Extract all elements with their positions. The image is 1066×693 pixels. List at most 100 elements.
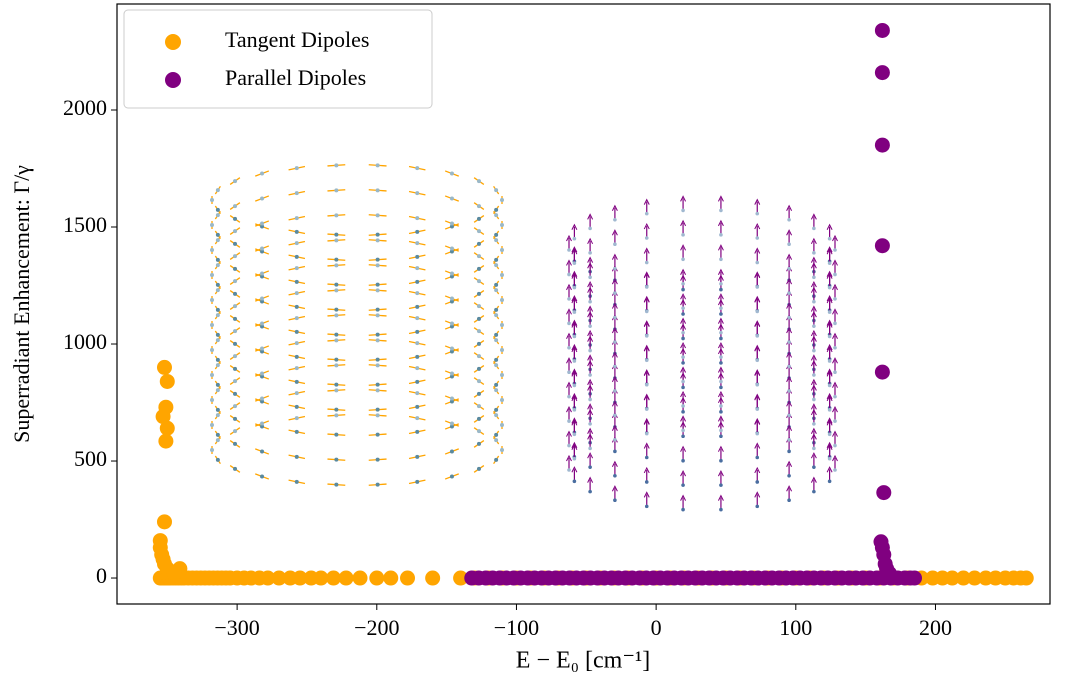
dipole-head (826, 248, 833, 255)
dipole-head (643, 394, 650, 401)
dipole-head (754, 394, 761, 401)
dipole-head (786, 460, 793, 468)
dipole-site (833, 248, 837, 252)
dipole-site (375, 307, 380, 312)
legend-box (123, 9, 433, 109)
dipole-head (680, 268, 687, 275)
dipole-site (294, 241, 299, 246)
dipole-site (500, 198, 504, 202)
dipole-head (810, 335, 817, 342)
dipole-head (717, 195, 724, 202)
dipole-head (826, 296, 833, 304)
dipole-head (832, 283, 838, 291)
dipole-site (215, 338, 220, 343)
dipole-site (415, 416, 420, 421)
dipole-site (233, 429, 238, 434)
y-tick-label: 500 (74, 446, 107, 471)
dipole-site (449, 474, 454, 479)
dipole-head (571, 272, 578, 279)
dipole-site (215, 238, 220, 243)
point (313, 570, 329, 586)
dipole-head (826, 419, 833, 426)
dipole-site (494, 188, 499, 193)
dipole-site (415, 166, 420, 171)
dipole-site (681, 336, 685, 341)
dipole-head (571, 319, 578, 326)
dipole-site (494, 338, 499, 343)
y-tick-label: 1500 (63, 212, 107, 237)
dipole-site (210, 198, 214, 202)
dipole-site (375, 332, 380, 337)
dipole-site (588, 373, 592, 377)
dipole-site (476, 241, 481, 246)
dipole-site (827, 408, 832, 412)
dipole-head (643, 442, 650, 449)
dipole-site (572, 285, 577, 290)
dipole-site (334, 388, 339, 393)
dipole-site (644, 285, 649, 289)
dipole-site (644, 211, 649, 216)
dipole-head (680, 390, 687, 398)
dipole-site (812, 226, 816, 231)
dipole-site (215, 213, 220, 218)
dipole-site (812, 299, 816, 304)
dipole-site (500, 223, 504, 227)
dipole-site (294, 391, 299, 396)
dipole-site (476, 204, 481, 209)
dipole-site (210, 273, 214, 277)
dipole-site (494, 282, 499, 287)
dipole-head (826, 466, 833, 473)
dipole-site (500, 248, 504, 252)
dipole-head (680, 366, 687, 373)
dipole-head (754, 320, 761, 328)
dipole-site (494, 213, 499, 218)
plot-frame (116, 3, 1051, 605)
dipole-site (719, 483, 723, 487)
dipole-site (334, 313, 339, 318)
dipole-site (210, 423, 214, 427)
dipole-head (717, 494, 724, 501)
point (271, 570, 287, 586)
dipole-site (260, 371, 265, 376)
dipole-head (611, 351, 618, 358)
dipole-head (754, 466, 761, 474)
dipole-site (294, 329, 299, 334)
dipole-head (680, 470, 687, 477)
dipole-site (334, 188, 339, 193)
dipole-site (294, 279, 299, 284)
point (352, 570, 368, 586)
dipole-site (500, 373, 504, 377)
point (159, 420, 175, 436)
dipole-head (810, 354, 817, 361)
dipole-head (826, 321, 833, 328)
dipole-site (681, 233, 685, 237)
dipole-site (233, 416, 238, 421)
dipole-site (833, 394, 837, 399)
dipole-site (210, 323, 214, 327)
dipole-head (680, 341, 687, 349)
dipole-site (787, 217, 791, 222)
dipole-site (719, 379, 723, 384)
dipole-head (786, 351, 793, 358)
dipole-site (681, 507, 685, 512)
dipole-site (415, 304, 420, 309)
dipole-site (334, 432, 339, 437)
dipole-site (233, 304, 238, 309)
dipole-site (572, 383, 577, 388)
dipole-head (810, 433, 817, 440)
legend-marker (165, 34, 181, 50)
x-tick-label: −100 (494, 615, 539, 640)
dipole-site (812, 275, 816, 280)
dipole-site (494, 382, 499, 387)
legend-label: Tangent Dipoles (225, 27, 369, 52)
dipole-site (294, 354, 299, 359)
dipole-head (643, 369, 650, 376)
dipole-site (572, 479, 577, 484)
dipole-site (210, 223, 214, 227)
x-tick-label: −200 (354, 615, 399, 640)
dipole-site (787, 364, 791, 369)
dipole-site (294, 316, 299, 321)
dipole-site (449, 449, 454, 454)
dipole-site (681, 483, 685, 487)
dipole-site (233, 441, 238, 446)
